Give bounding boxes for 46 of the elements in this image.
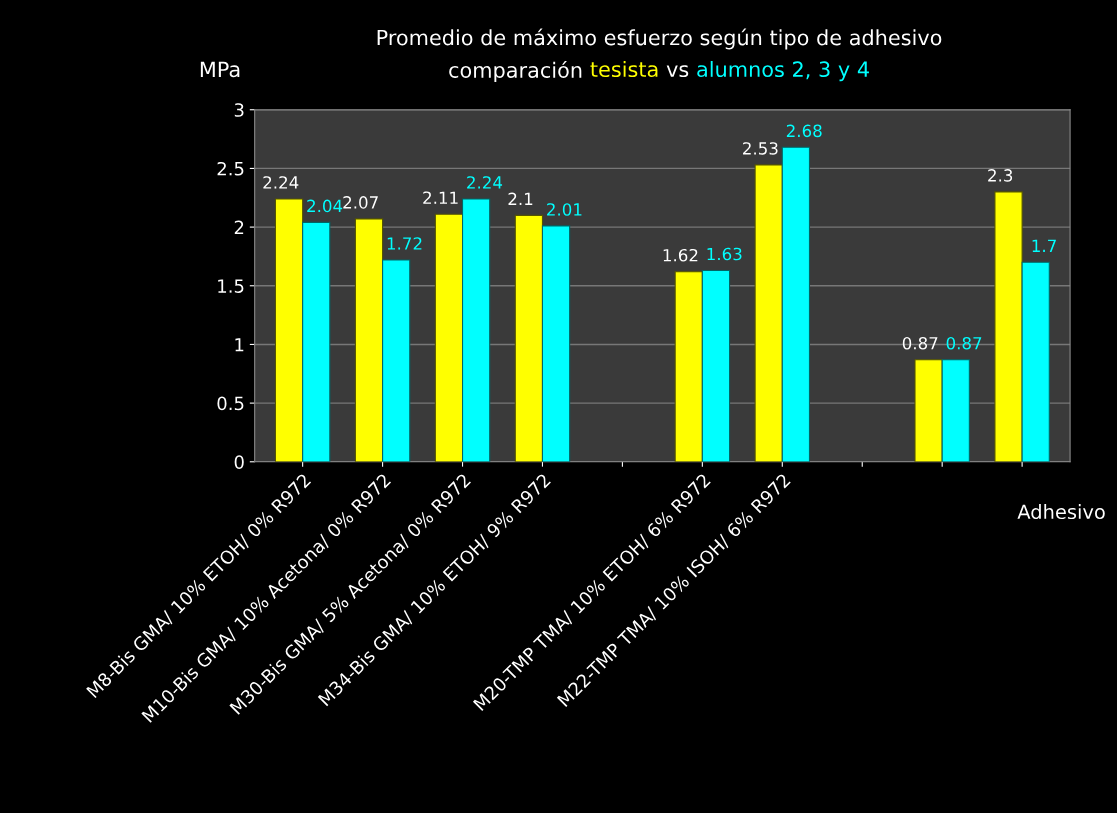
bar [1021, 261, 1050, 462]
y-tick-label: 2.5 [217, 161, 244, 176]
y-tick-label: 3 [234, 103, 244, 117]
bar [354, 218, 384, 462]
text: comparación [449, 60, 582, 82]
data-label: 1.62 [663, 248, 698, 262]
bar [274, 198, 304, 462]
data-label: 2.3 [988, 169, 1013, 182]
data-label: 2.04 [307, 199, 343, 213]
x-axis-title: Adhesivo [1017, 504, 1105, 520]
data-label: 0.87 [946, 336, 982, 350]
text: tesista [590, 60, 658, 78]
y-tick-label: 0 [234, 455, 244, 469]
data-label: 2.24 [263, 176, 299, 189]
data-label: 1.72 [387, 237, 422, 250]
chart-title: Promedio de máximo esfuerzo según tipo de adhesivo [377, 28, 942, 50]
y-tick-label: 1 [235, 338, 244, 352]
data-label: 1.7 [1032, 239, 1056, 252]
text: vs [666, 65, 689, 78]
bar [302, 221, 331, 462]
bar [382, 259, 411, 462]
bar [514, 214, 544, 462]
data-label: 0.87 [902, 336, 938, 350]
y-tick-label: 2 [234, 220, 244, 234]
data-label: 2.11 [423, 191, 458, 204]
data-label: 2.24 [467, 176, 503, 189]
data-label: 2.53 [743, 142, 778, 155]
text: alumnos 2, 3 y 4 [697, 60, 869, 82]
bar [941, 359, 970, 462]
data-label: 2.68 [786, 124, 822, 138]
bar [434, 213, 464, 462]
data-label: 2.1 [508, 192, 533, 205]
bar [754, 164, 783, 462]
y-tick-label: 1.5 [218, 279, 244, 293]
data-label: 2.01 [547, 203, 582, 216]
data-label: 2.07 [343, 196, 378, 209]
y-axis-title: MPa [200, 61, 240, 78]
bar [674, 271, 703, 462]
bar [914, 359, 943, 462]
y-tick-label: 0.5 [217, 396, 244, 411]
data-label: 1.63 [707, 247, 742, 261]
bar [701, 269, 731, 462]
bar [541, 225, 571, 462]
bar [461, 198, 491, 462]
bar [781, 146, 811, 462]
bar [994, 191, 1023, 462]
